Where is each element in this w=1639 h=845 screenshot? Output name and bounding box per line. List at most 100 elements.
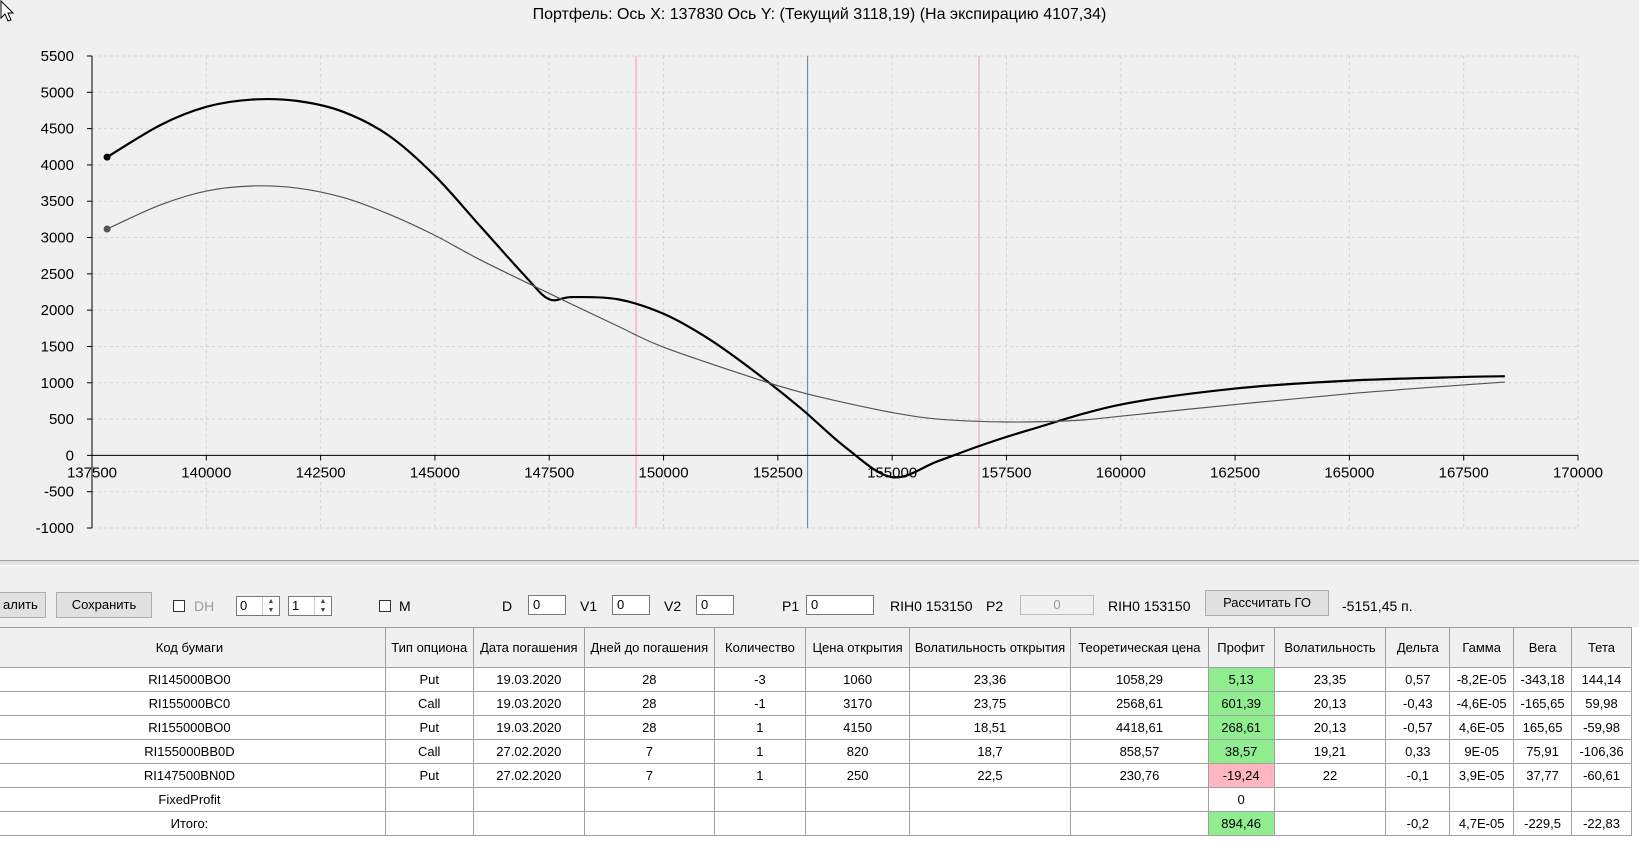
d-input[interactable]: 0 — [528, 595, 566, 615]
table-cell[interactable]: 28 — [584, 715, 715, 740]
table-cell[interactable] — [1513, 787, 1573, 812]
table-cell[interactable]: Put — [384, 715, 474, 740]
table-cell[interactable] — [1273, 787, 1387, 812]
p2-input[interactable]: 0 — [1020, 595, 1094, 615]
table-cell[interactable]: 59,98 — [1571, 691, 1632, 716]
spin-arrows-icon[interactable]: ▲ ▼ — [262, 597, 279, 615]
column-header[interactable]: Теоретическая цена — [1070, 627, 1209, 668]
table-cell[interactable]: -4,6E-05 — [1449, 691, 1515, 716]
profit-cell[interactable]: 268,61 — [1207, 715, 1275, 740]
table-cell[interactable] — [1571, 787, 1632, 812]
table-cell[interactable]: -8,2E-05 — [1449, 667, 1515, 692]
table-cell[interactable] — [805, 787, 910, 812]
spin-input-2[interactable]: 1 ▲ ▼ — [288, 596, 332, 616]
panel-splitter[interactable] — [0, 560, 1639, 566]
table-cell[interactable]: -3 — [713, 667, 807, 692]
profit-cell[interactable]: 601,39 — [1207, 691, 1275, 716]
table-cell[interactable] — [384, 811, 474, 836]
table-cell[interactable] — [1449, 787, 1515, 812]
table-cell[interactable]: -0,2 — [1385, 811, 1451, 836]
column-header[interactable]: Тета — [1571, 627, 1632, 668]
table-cell[interactable]: 1 — [713, 715, 807, 740]
table-cell[interactable]: -0,57 — [1385, 715, 1451, 740]
table-cell[interactable]: 28 — [584, 691, 715, 716]
table-cell[interactable]: 165,65 — [1513, 715, 1573, 740]
table-cell[interactable]: Итого: — [0, 811, 386, 836]
table-row[interactable]: RI147500BN0D Put 27.02.2020 7 1 250 22,5 230,76… — [0, 763, 1632, 788]
table-cell[interactable] — [805, 811, 910, 836]
table-cell[interactable]: 37,77 — [1513, 763, 1573, 788]
table-cell[interactable]: -165,65 — [1513, 691, 1573, 716]
column-header[interactable]: Вега — [1513, 627, 1573, 668]
table-cell[interactable]: 22 — [1273, 763, 1387, 788]
table-cell[interactable]: 4150 — [805, 715, 910, 740]
table-cell[interactable]: 75,91 — [1513, 739, 1573, 764]
column-header[interactable]: Гамма — [1449, 627, 1515, 668]
p1-input[interactable]: 0 — [806, 595, 874, 615]
table-row[interactable]: RI155000BO0 Put 19.03.2020 28 1 4150 18,51 4418… — [0, 715, 1632, 740]
m-checkbox[interactable] — [379, 600, 391, 612]
table-cell[interactable]: 858,57 — [1070, 739, 1209, 764]
table-cell[interactable]: -22,83 — [1571, 811, 1632, 836]
table-cell[interactable]: -0,43 — [1385, 691, 1451, 716]
table-cell[interactable]: 1 — [713, 739, 807, 764]
table-cell[interactable]: 19.03.2020 — [472, 715, 586, 740]
table-cell[interactable] — [713, 811, 807, 836]
table-cell[interactable]: 23,75 — [908, 691, 1072, 716]
column-header[interactable]: Волатильность — [1273, 627, 1387, 668]
spin-arrows-icon[interactable]: ▲ ▼ — [314, 597, 331, 615]
table-row[interactable]: Итого: 894,46 -0,2 4,7E-05 -229,5 -22,83 — [0, 811, 1632, 836]
table-cell[interactable]: 2568,61 — [1070, 691, 1209, 716]
column-header[interactable]: Код бумаги — [0, 627, 386, 668]
table-cell[interactable]: 230,76 — [1070, 763, 1209, 788]
table-cell[interactable]: RI147500BN0D — [0, 763, 386, 788]
table-cell[interactable]: FixedProfit — [0, 787, 386, 812]
column-header[interactable]: Дельта — [1385, 627, 1451, 668]
table-cell[interactable] — [1070, 811, 1209, 836]
table-cell[interactable]: 19,21 — [1273, 739, 1387, 764]
table-cell[interactable]: 4418,61 — [1070, 715, 1209, 740]
table-cell[interactable]: 18,51 — [908, 715, 1072, 740]
table-cell[interactable] — [584, 811, 715, 836]
calculate-margin-button[interactable]: Рассчитать ГО — [1205, 590, 1329, 616]
column-header[interactable]: Профит — [1207, 627, 1275, 668]
table-row[interactable]: RI155000BB0D Call 27.02.2020 7 1 820 18,7 858,5… — [0, 739, 1632, 764]
column-header[interactable]: Дней до погашения — [584, 627, 715, 668]
profit-cell[interactable]: 894,46 — [1207, 811, 1275, 836]
table-cell[interactable]: 1060 — [805, 667, 910, 692]
table-cell[interactable]: -59,98 — [1571, 715, 1632, 740]
profit-cell[interactable]: 0 — [1207, 787, 1275, 812]
table-cell[interactable] — [1385, 787, 1451, 812]
column-header[interactable]: Дата погашения — [472, 627, 586, 668]
table-cell[interactable]: RI155000BO0 — [0, 715, 386, 740]
table-cell[interactable]: 250 — [805, 763, 910, 788]
table-cell[interactable]: -60,61 — [1571, 763, 1632, 788]
table-cell[interactable]: -106,36 — [1571, 739, 1632, 764]
dh-checkbox[interactable] — [173, 600, 185, 612]
table-cell[interactable]: 820 — [805, 739, 910, 764]
table-cell[interactable]: -0,1 — [1385, 763, 1451, 788]
table-cell[interactable]: 19.03.2020 — [472, 667, 586, 692]
save-button[interactable]: Сохранить — [56, 592, 152, 618]
table-cell[interactable]: RI155000BC0 — [0, 691, 386, 716]
profit-cell[interactable]: 38,57 — [1207, 739, 1275, 764]
table-cell[interactable]: Call — [384, 691, 474, 716]
table-cell[interactable]: -1 — [713, 691, 807, 716]
table-cell[interactable]: 4,7E-05 — [1449, 811, 1515, 836]
table-row[interactable]: RI155000BC0 Call 19.03.2020 28 -1 3170 23,75 25… — [0, 691, 1632, 716]
table-cell[interactable] — [713, 787, 807, 812]
table-row[interactable]: FixedProfit 0 — [0, 787, 1632, 812]
table-cell[interactable]: 9E-05 — [1449, 739, 1515, 764]
table-cell[interactable]: 3170 — [805, 691, 910, 716]
table-cell[interactable] — [1273, 811, 1387, 836]
table-cell[interactable]: Put — [384, 763, 474, 788]
table-cell[interactable]: 1 — [713, 763, 807, 788]
table-cell[interactable]: 27.02.2020 — [472, 763, 586, 788]
v1-input[interactable]: 0 — [612, 595, 650, 615]
table-cell[interactable]: 22,5 — [908, 763, 1072, 788]
table-cell[interactable]: Call — [384, 739, 474, 764]
table-cell[interactable] — [908, 811, 1072, 836]
table-cell[interactable]: RI145000BO0 — [0, 667, 386, 692]
table-cell[interactable]: 23,35 — [1273, 667, 1387, 692]
table-cell[interactable]: 20,13 — [1273, 715, 1387, 740]
